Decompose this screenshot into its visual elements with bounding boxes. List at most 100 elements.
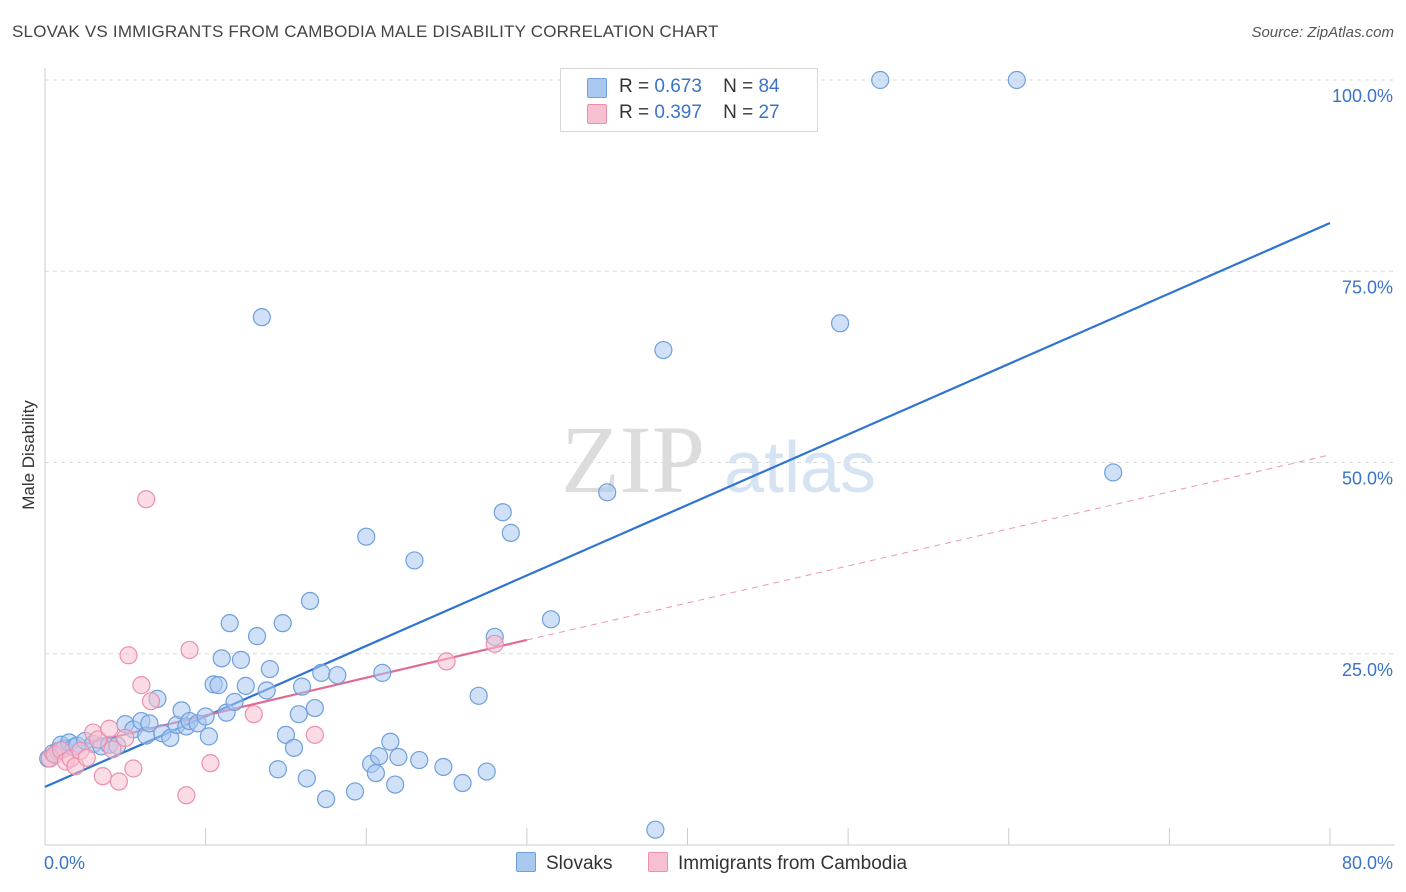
data-point [103, 740, 122, 759]
data-point [119, 646, 138, 665]
legend-swatch-slovaks [587, 78, 607, 98]
data-point [654, 340, 673, 360]
data-point [386, 775, 405, 794]
data-point [180, 640, 199, 660]
data-point [305, 725, 324, 744]
data-point [1104, 463, 1123, 482]
data-point [220, 614, 239, 633]
legend-r-value: 0.673 [654, 76, 702, 97]
legend-r-label: R = [619, 102, 650, 123]
source-label: Source: ZipAtlas.com [1251, 24, 1394, 41]
data-point [345, 782, 365, 801]
data-point [212, 649, 231, 668]
data-point [257, 681, 276, 700]
legend-swatch-cambodia [587, 104, 607, 124]
data-point [469, 686, 488, 705]
axes [44, 68, 1395, 846]
bottom-legend-swatch-cambodia [648, 852, 668, 872]
data-point [316, 789, 336, 809]
data-point [196, 707, 215, 726]
x-tick-label: 80.0% [1342, 853, 1393, 873]
data-point [541, 610, 561, 629]
tick-labels: 25.0% 50.0% 75.0% 100.0% 0.0% 80.0% [44, 86, 1393, 873]
data-point [177, 786, 196, 805]
data-point [137, 490, 156, 509]
data-point [370, 747, 389, 766]
data-point [201, 754, 220, 773]
data-point [297, 769, 316, 788]
y-tick-label: 100.0% [1332, 86, 1393, 106]
watermark-zip: ZIP [561, 406, 705, 513]
data-point [93, 767, 112, 786]
data-point [77, 748, 96, 767]
legend-n-label: N = [723, 76, 754, 97]
data-point [1007, 70, 1026, 90]
bottom-legend-swatch-slovaks [516, 852, 536, 872]
data-point [225, 692, 244, 712]
data-point [276, 725, 296, 744]
data-point [357, 527, 376, 546]
bottom-legend-label-slovaks: Slovaks [546, 853, 613, 874]
data-point [389, 747, 408, 767]
bottom-legend-slovaks: Slovaks [516, 852, 613, 875]
data-point [501, 523, 520, 542]
series-slovaks [39, 70, 1123, 839]
data-point [132, 676, 151, 695]
data-point [209, 676, 228, 695]
data-point [231, 650, 251, 669]
data-point [328, 666, 347, 685]
data-point [141, 692, 161, 711]
data-point [273, 614, 292, 633]
data-point [124, 759, 143, 778]
data-point [289, 705, 308, 724]
data-point [284, 738, 304, 757]
legend-stats-cambodia: R = 0.397 N = 27 [619, 102, 780, 124]
data-point [292, 677, 312, 696]
data-point [116, 728, 135, 748]
bottom-legend-label-cambodia: Immigrants from Cambodia [678, 853, 908, 874]
data-point [140, 714, 159, 733]
data-point [236, 676, 255, 695]
data-point [410, 750, 429, 770]
data-point [405, 551, 424, 570]
x-tick-label: 0.0% [44, 853, 85, 873]
data-point [871, 70, 890, 90]
series-cambodia [40, 490, 504, 805]
watermark-atlas: atlas [724, 428, 876, 508]
data-point [199, 727, 218, 746]
data-point [305, 698, 324, 718]
data-point [477, 762, 496, 781]
data-point [366, 763, 385, 783]
legend-r-value: 0.397 [654, 102, 702, 123]
data-point [312, 663, 331, 682]
data-point [598, 483, 617, 502]
data-point [646, 820, 665, 839]
legend-stats-slovaks: R = 0.673 N = 84 [619, 76, 780, 98]
y-axis-label: Male Disability [19, 400, 38, 510]
data-points [39, 70, 1123, 839]
data-point [373, 663, 392, 682]
data-point [493, 503, 512, 522]
data-point [268, 760, 288, 779]
data-point [485, 634, 504, 653]
legend-r-label: R = [619, 76, 650, 97]
bottom-legend-cambodia: Immigrants from Cambodia [648, 852, 907, 875]
data-point [88, 730, 108, 749]
legend-n-value: 27 [758, 102, 780, 123]
legend-n-value: 84 [758, 76, 780, 97]
data-point [830, 314, 850, 333]
trend-line-cambodia-extension [526, 454, 1331, 641]
data-point [260, 659, 279, 679]
data-point [300, 591, 320, 611]
correlation-legend: R = 0.673 N = 84 R = 0.397 N = 27 [560, 68, 818, 132]
grid-lines [45, 79, 1395, 655]
data-point [434, 757, 453, 777]
y-tick-label: 50.0% [1342, 469, 1393, 489]
data-point [247, 627, 267, 646]
data-point [453, 773, 472, 793]
data-point [100, 719, 119, 738]
legend-n-label: N = [723, 102, 754, 123]
chart-title: SLOVAK VS IMMIGRANTS FROM CAMBODIA MALE … [12, 22, 719, 41]
watermark: ZIP atlas [561, 406, 876, 513]
